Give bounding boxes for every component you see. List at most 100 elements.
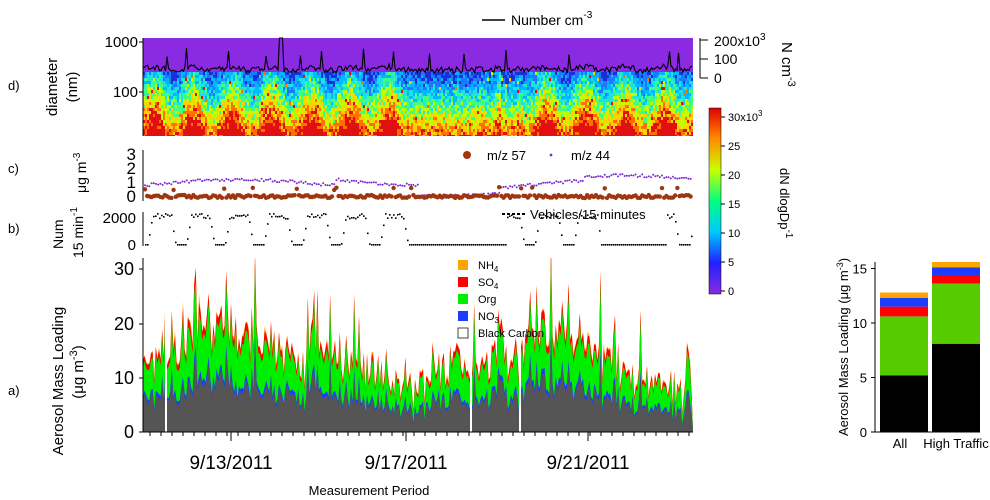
- vehicles-point: [467, 244, 469, 246]
- mz44-point: [170, 183, 173, 186]
- vehicles-point: [591, 216, 593, 219]
- mz44-point: [344, 180, 347, 183]
- panel-c-ylabel: μg m-3: [72, 152, 89, 193]
- legend-label: Org: [478, 294, 496, 306]
- mz44-point: [599, 175, 602, 178]
- vehicles-point: [181, 244, 183, 246]
- mz44-point: [617, 175, 619, 178]
- vehicles-point: [197, 215, 199, 218]
- vehicles-point: [647, 244, 649, 246]
- panel-c-ytick-1: 1: [127, 173, 136, 192]
- mz44-point: [287, 180, 289, 183]
- panel-b: b) Num 15 min-1 2000 0 Vehicles/15 minut…: [8, 207, 693, 258]
- vehicles-point: [677, 233, 679, 235]
- mz44-point: [487, 192, 490, 195]
- vehicles-point: [155, 215, 157, 217]
- mz44-point: [225, 178, 228, 180]
- vehicles-point: [529, 244, 531, 246]
- vehicles-point: [359, 214, 361, 217]
- vehicles-point: [679, 243, 681, 246]
- vehicles-point: [337, 244, 339, 246]
- mz44-point: [515, 186, 518, 189]
- mz57-point: [222, 186, 227, 191]
- vehicles-point: [549, 216, 551, 219]
- vehicles-point: [289, 229, 291, 231]
- bar-ytick: 0: [860, 425, 867, 440]
- mz44-point: [586, 175, 589, 177]
- panel-c: c) μg m-3 3 2 1 0 m/z 57 m/z 44: [8, 145, 693, 206]
- panel-d-ylabel-unit: (nm): [64, 72, 81, 103]
- vehicles-point: [417, 244, 419, 246]
- vehicles-point: [387, 217, 389, 219]
- vehicles-point: [645, 244, 647, 246]
- vehicles-point: [609, 244, 611, 246]
- vehicles-point: [231, 216, 233, 219]
- vehicles-point: [341, 243, 343, 245]
- xtick-9-17: 9/17/2011: [364, 453, 447, 474]
- vehicles-point: [517, 217, 519, 219]
- mz44-point: [383, 182, 386, 185]
- vehicles-point: [661, 244, 663, 246]
- vehicles-point: [533, 244, 535, 246]
- panel-a-letter: a): [8, 383, 20, 398]
- mz44-point: [595, 175, 597, 178]
- mz44-point: [172, 180, 175, 183]
- mz44-point: [652, 173, 655, 176]
- mz44-point: [405, 182, 408, 185]
- mz44-point: [614, 173, 617, 176]
- vehicles-point: [295, 244, 297, 246]
- mz44-point: [304, 180, 307, 183]
- vehicles-point: [667, 214, 669, 216]
- vehicles-point: [571, 244, 573, 246]
- vehicles-point: [251, 233, 253, 236]
- vehicles-point: [599, 230, 601, 232]
- vehicles-point: [285, 218, 287, 220]
- vehicles-point: [451, 244, 453, 246]
- mz44-point: [573, 178, 575, 181]
- vehicles-point: [299, 244, 301, 246]
- mz44-point: [218, 180, 221, 182]
- vehicles-point: [213, 237, 215, 240]
- mz44-point: [238, 178, 241, 181]
- vehicles-point: [585, 214, 587, 217]
- mz44-point: [254, 178, 256, 181]
- vehicles-point: [621, 244, 623, 246]
- mz57-point: [519, 186, 524, 191]
- vehicles-point: [169, 215, 171, 217]
- mz57-point: [406, 194, 412, 199]
- mz44-point: [529, 182, 531, 185]
- mz57-point: [294, 186, 299, 191]
- mz57-point: [391, 185, 396, 191]
- mz44-point: [232, 179, 234, 182]
- vehicles-point: [377, 244, 379, 246]
- panel-b-letter: b): [8, 221, 20, 236]
- mz44-point: [509, 185, 512, 188]
- mz44-point: [326, 184, 329, 187]
- mz44-point: [581, 180, 584, 182]
- summary-bar-chart: Aerosol Mass Loading (μg m-3) 15 10 5 0 All…: [835, 258, 989, 451]
- vehicles-point: [411, 244, 413, 246]
- vehicles-point: [211, 226, 213, 228]
- mz44-point: [610, 174, 613, 177]
- vehicles-point: [485, 244, 487, 246]
- mz44-point: [559, 180, 562, 183]
- bar-category-all: All: [893, 436, 908, 451]
- vehicles-point: [607, 244, 609, 246]
- vehicles-point: [473, 244, 475, 246]
- panel-a-ylabel-1: Aerosol Mass Loading: [50, 307, 67, 455]
- mz44-point: [161, 183, 164, 186]
- colorbar-tick: 20: [728, 170, 740, 182]
- vehicles-point: [167, 214, 169, 216]
- panel-d-ylabel: diameter: [44, 58, 61, 116]
- mz44-point: [408, 183, 410, 186]
- vehicles-point: [373, 244, 375, 246]
- vehicles-point: [405, 228, 407, 230]
- mz44-point: [410, 183, 413, 186]
- bar-segment: [880, 292, 928, 298]
- mz44-point: [533, 184, 536, 187]
- mz44-point: [273, 179, 276, 182]
- vehicles-point: [391, 216, 393, 219]
- panel-a-ytick-30: 30: [114, 259, 134, 279]
- mz44-point: [350, 179, 353, 182]
